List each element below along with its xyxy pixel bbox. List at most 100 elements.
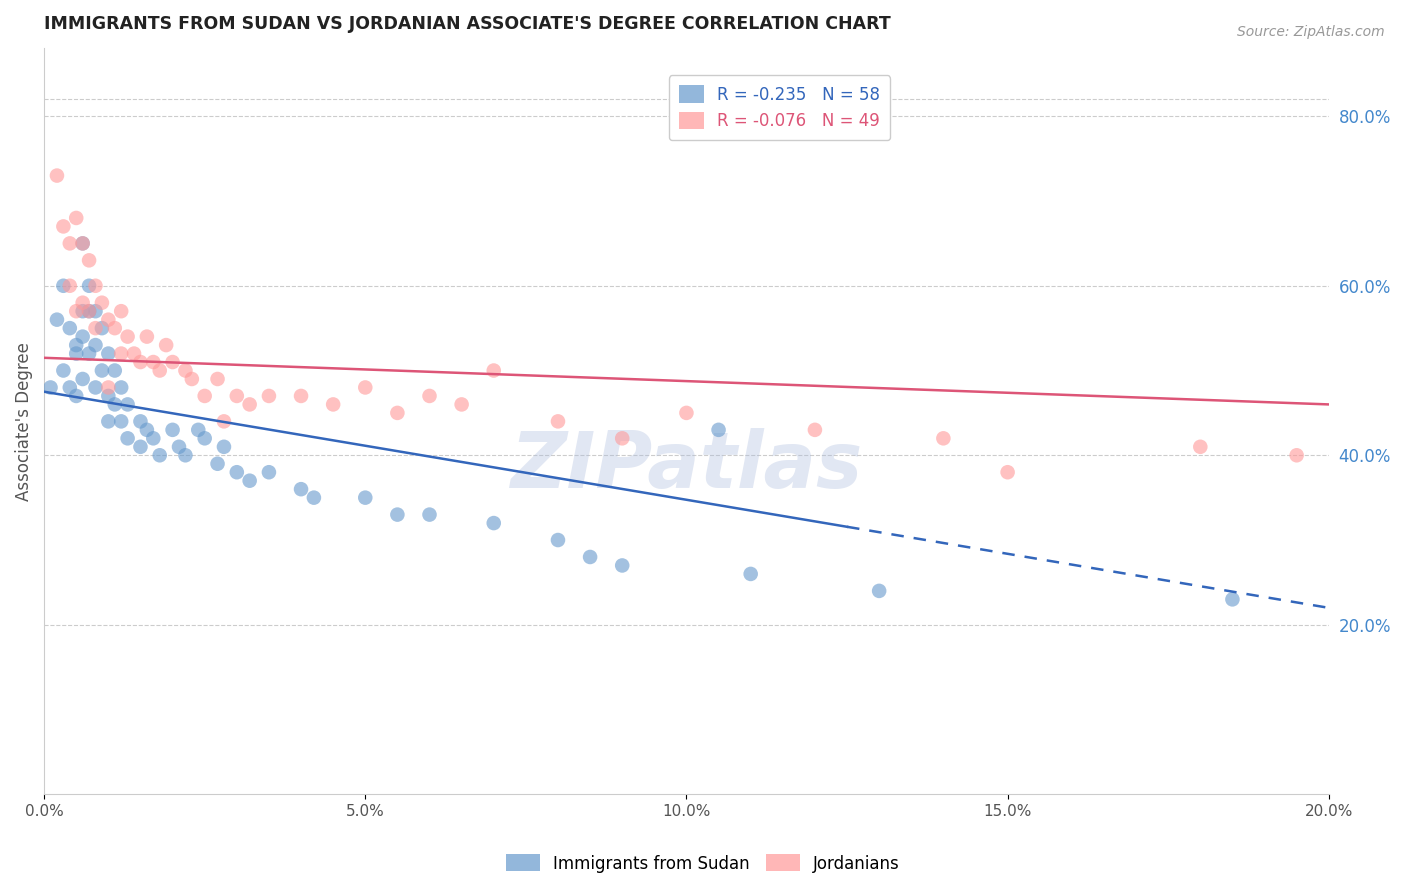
Point: [257, 389, 280, 403]
Point: [135, 329, 157, 343]
Legend: R = -0.235   N = 58, R = -0.076   N = 49: R = -0.235 N = 58, R = -0.076 N = 49: [669, 76, 890, 140]
Point: [1285, 448, 1308, 462]
Point: [675, 406, 697, 420]
Point: [77, 304, 100, 318]
Point: [65, 346, 87, 360]
Point: [72, 329, 94, 343]
Point: [97, 380, 120, 394]
Text: ZIPatlas: ZIPatlas: [510, 428, 862, 504]
Point: [302, 491, 325, 505]
Point: [740, 566, 762, 581]
Point: [932, 431, 955, 445]
Point: [39, 380, 62, 394]
Point: [59, 321, 82, 335]
Point: [225, 465, 247, 479]
Point: [868, 583, 890, 598]
Point: [84, 304, 107, 318]
Point: [547, 414, 569, 428]
Point: [804, 423, 827, 437]
Point: [110, 304, 132, 318]
Point: [579, 549, 602, 564]
Point: [77, 253, 100, 268]
Point: [97, 312, 120, 326]
Point: [72, 236, 94, 251]
Point: [174, 363, 197, 377]
Point: [46, 312, 69, 326]
Point: [97, 346, 120, 360]
Point: [142, 355, 165, 369]
Point: [354, 380, 377, 394]
Point: [187, 423, 209, 437]
Point: [707, 423, 730, 437]
Point: [77, 304, 100, 318]
Point: [142, 431, 165, 445]
Point: [257, 465, 280, 479]
Point: [354, 491, 377, 505]
Point: [59, 380, 82, 394]
Point: [135, 423, 157, 437]
Point: [162, 423, 184, 437]
Point: [194, 431, 217, 445]
Point: [155, 338, 177, 352]
Point: [110, 346, 132, 360]
Point: [110, 414, 132, 428]
Point: [72, 304, 94, 318]
Point: [122, 346, 145, 360]
Point: [212, 440, 235, 454]
Point: [117, 431, 139, 445]
Point: [90, 363, 112, 377]
Point: [547, 533, 569, 547]
Point: [997, 465, 1019, 479]
Point: [59, 236, 82, 251]
Point: [52, 278, 75, 293]
Point: [72, 372, 94, 386]
Point: [97, 389, 120, 403]
Point: [450, 397, 472, 411]
Point: [612, 558, 634, 573]
Point: [149, 363, 172, 377]
Point: [207, 372, 229, 386]
Point: [65, 338, 87, 352]
Point: [77, 278, 100, 293]
Point: [90, 321, 112, 335]
Point: [117, 397, 139, 411]
Point: [1189, 440, 1212, 454]
Point: [65, 389, 87, 403]
Text: IMMIGRANTS FROM SUDAN VS JORDANIAN ASSOCIATE'S DEGREE CORRELATION CHART: IMMIGRANTS FROM SUDAN VS JORDANIAN ASSOC…: [44, 15, 891, 33]
Point: [104, 363, 127, 377]
Point: [387, 508, 409, 522]
Text: Source: ZipAtlas.com: Source: ZipAtlas.com: [1237, 25, 1385, 39]
Point: [482, 516, 505, 530]
Point: [174, 448, 197, 462]
Point: [117, 329, 139, 343]
Point: [72, 236, 94, 251]
Point: [129, 355, 152, 369]
Point: [239, 474, 262, 488]
Point: [290, 482, 312, 496]
Point: [149, 448, 172, 462]
Point: [84, 321, 107, 335]
Point: [59, 278, 82, 293]
Point: [46, 169, 69, 183]
Point: [72, 295, 94, 310]
Point: [84, 380, 107, 394]
Point: [290, 389, 312, 403]
Point: [110, 380, 132, 394]
Point: [418, 508, 440, 522]
Point: [322, 397, 344, 411]
Point: [482, 363, 505, 377]
Point: [65, 304, 87, 318]
Point: [418, 389, 440, 403]
Point: [162, 355, 184, 369]
Point: [52, 219, 75, 234]
Point: [212, 414, 235, 428]
Point: [225, 389, 247, 403]
Point: [194, 389, 217, 403]
Point: [239, 397, 262, 411]
Point: [52, 363, 75, 377]
Point: [97, 414, 120, 428]
Point: [84, 338, 107, 352]
Legend: Immigrants from Sudan, Jordanians: Immigrants from Sudan, Jordanians: [499, 847, 907, 880]
Point: [180, 372, 202, 386]
Point: [104, 397, 127, 411]
